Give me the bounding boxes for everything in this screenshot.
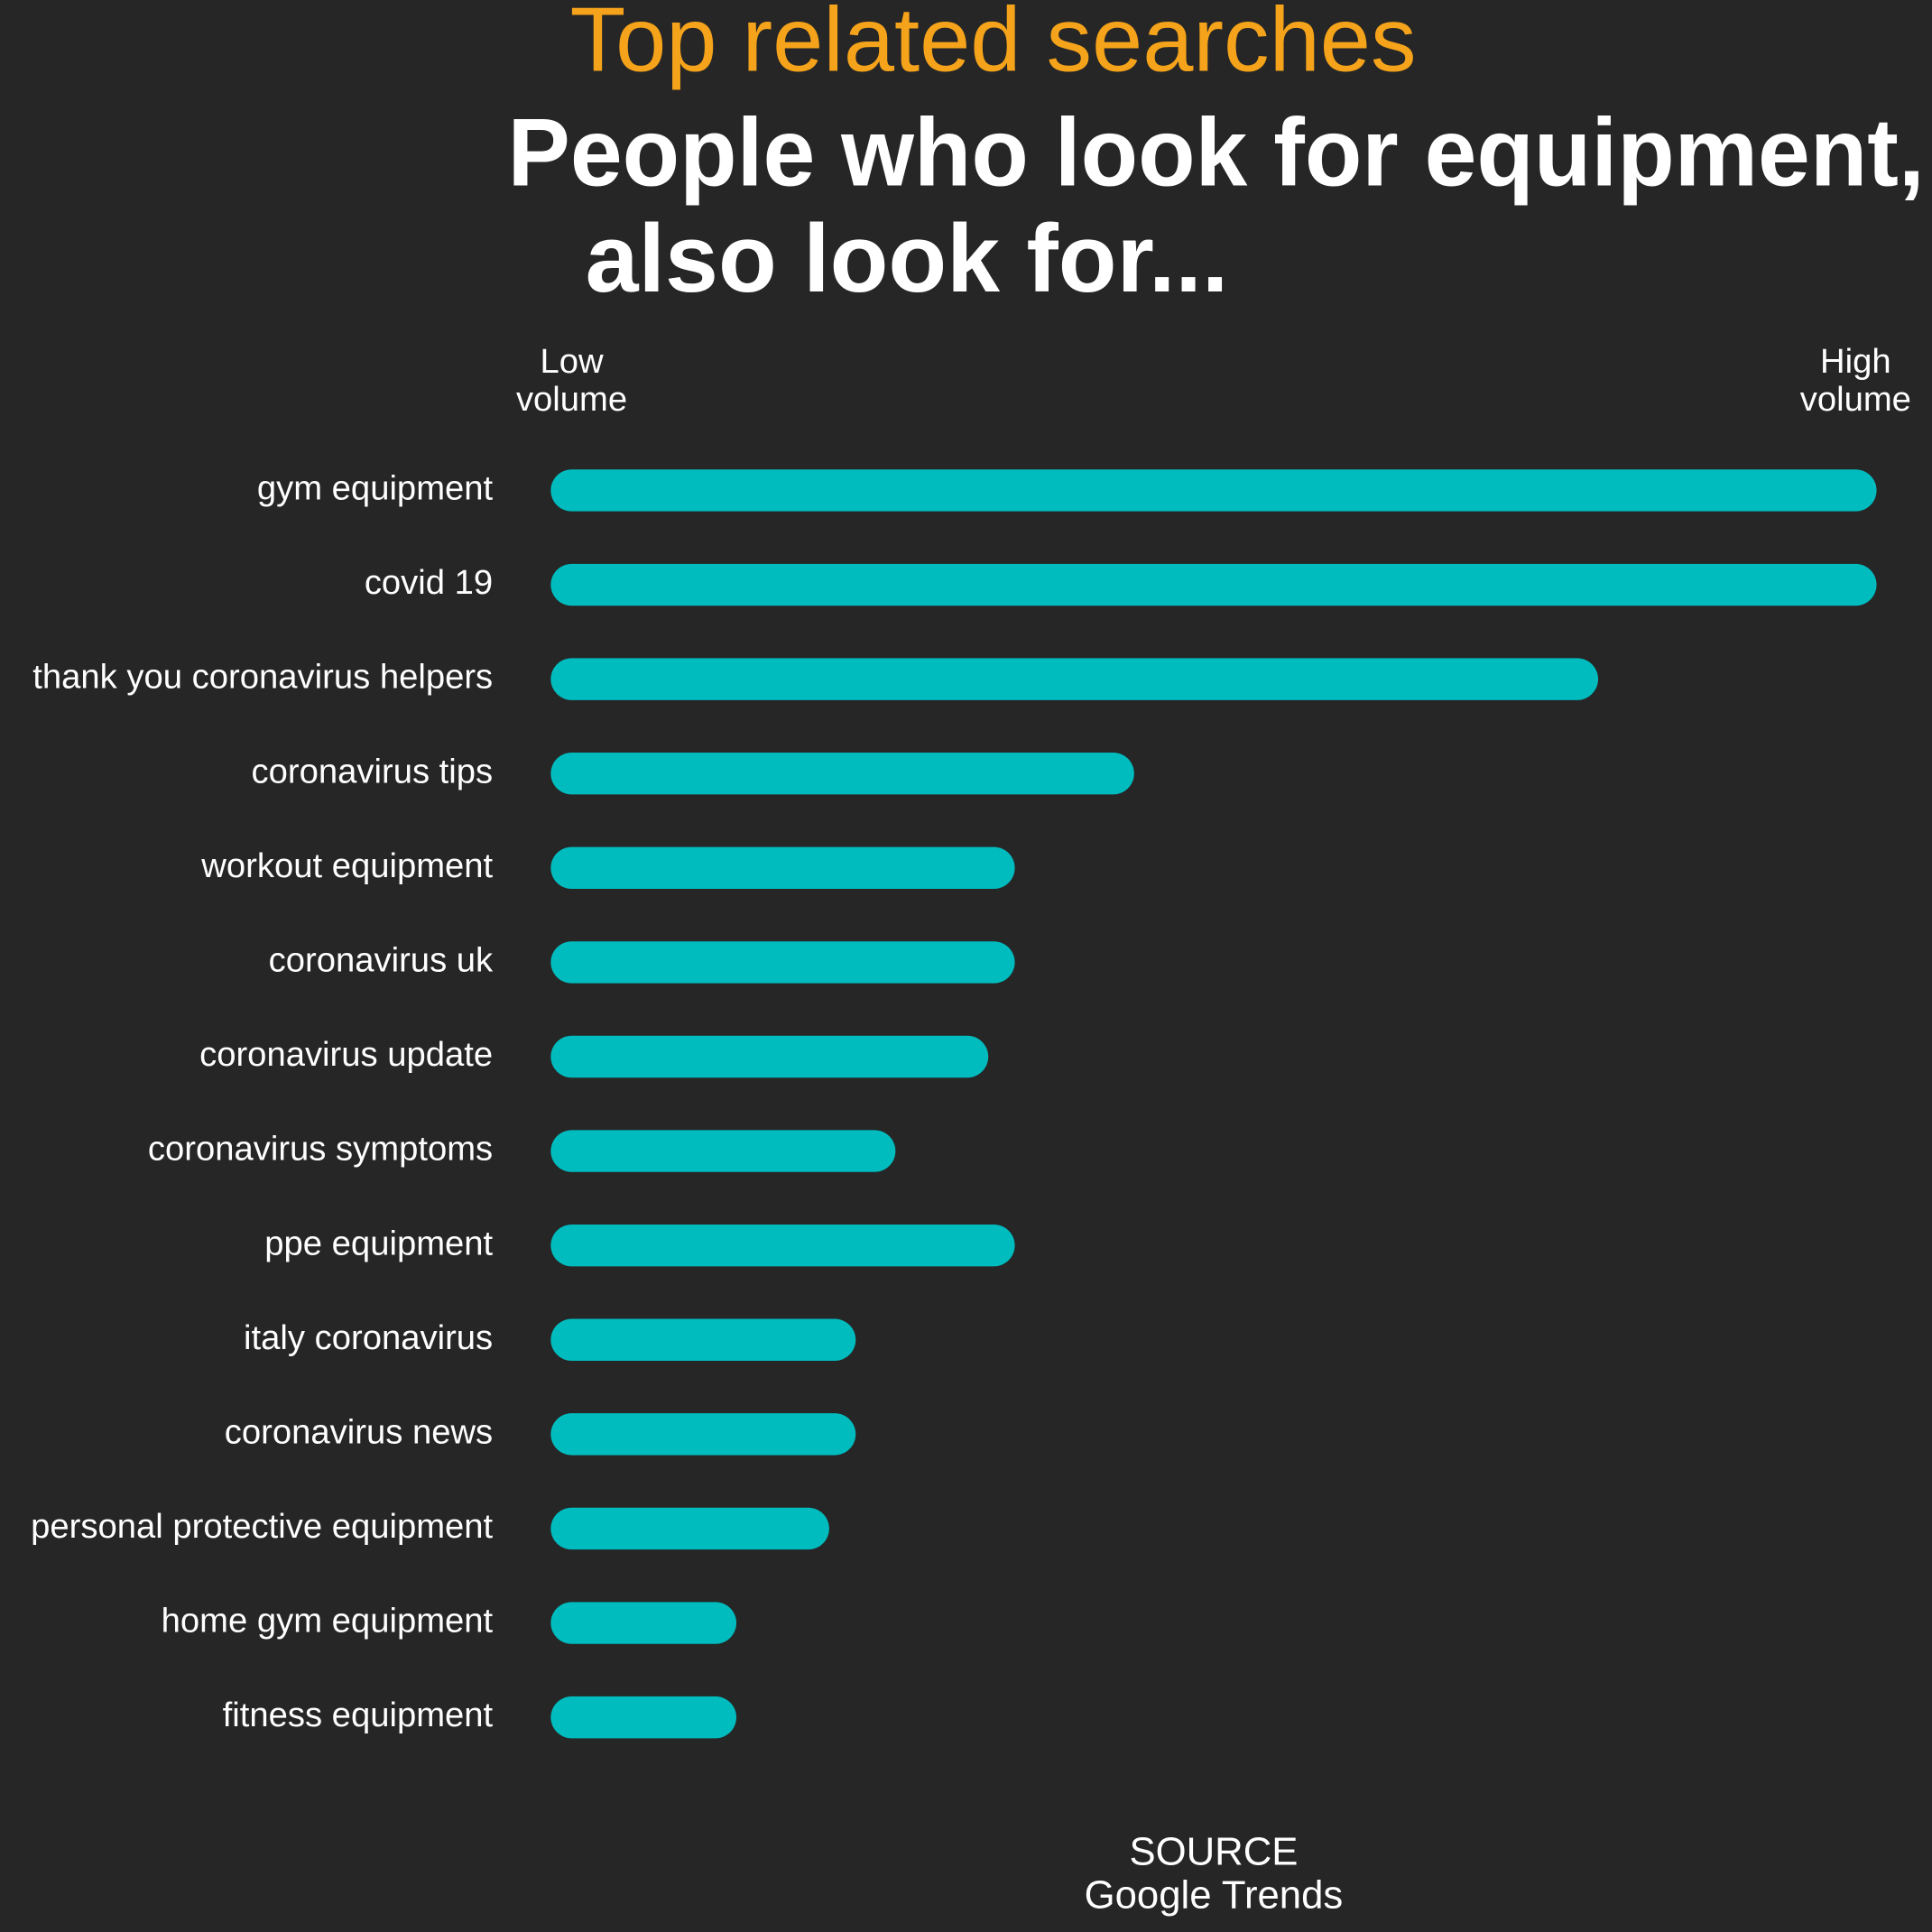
category-label: coronavirus uk — [269, 940, 494, 979]
category-label: home gym equipment — [162, 1602, 494, 1641]
bar — [550, 563, 1877, 606]
axis-low-label: Low — [540, 342, 604, 381]
category-label: coronavirus symptoms — [148, 1130, 493, 1169]
bar — [550, 846, 1015, 890]
category-label: fitness equipment — [223, 1696, 494, 1734]
axis-low-label: volume — [516, 380, 627, 419]
category-label: thank you coronavirus helpers — [32, 658, 493, 697]
source: Google Trends — [1085, 1872, 1344, 1917]
category-label: covid 19 — [365, 563, 493, 602]
bar — [550, 1413, 856, 1456]
chart-subtitle: also look for... — [586, 205, 1229, 312]
chart-title: Top related searches — [570, 0, 1417, 91]
source-label: SOURCE — [1129, 1830, 1298, 1874]
bar — [550, 753, 1134, 795]
bar — [550, 1318, 856, 1361]
bar — [550, 1507, 829, 1550]
axis-high-label: High — [1820, 342, 1891, 381]
category-label: personal protective equipment — [31, 1507, 493, 1546]
category-label: coronavirus news — [225, 1412, 493, 1451]
bar — [550, 941, 1015, 984]
bar — [550, 1696, 737, 1739]
bar — [550, 658, 1599, 700]
chart-subtitle: People who look for equipment, — [508, 99, 1925, 207]
bar — [550, 1130, 896, 1172]
category-label: coronavirus tips — [252, 752, 494, 790]
category-label: italy coronavirus — [244, 1318, 493, 1357]
bar — [550, 469, 1877, 512]
bar — [550, 1224, 1015, 1267]
category-label: coronavirus update — [199, 1035, 493, 1074]
bar — [550, 1035, 989, 1078]
category-label: workout equipment — [200, 846, 493, 885]
bar — [550, 1602, 737, 1644]
category-label: ppe equipment — [264, 1224, 493, 1262]
category-label: gym equipment — [257, 469, 494, 508]
axis-high-label: volume — [1800, 380, 1911, 419]
